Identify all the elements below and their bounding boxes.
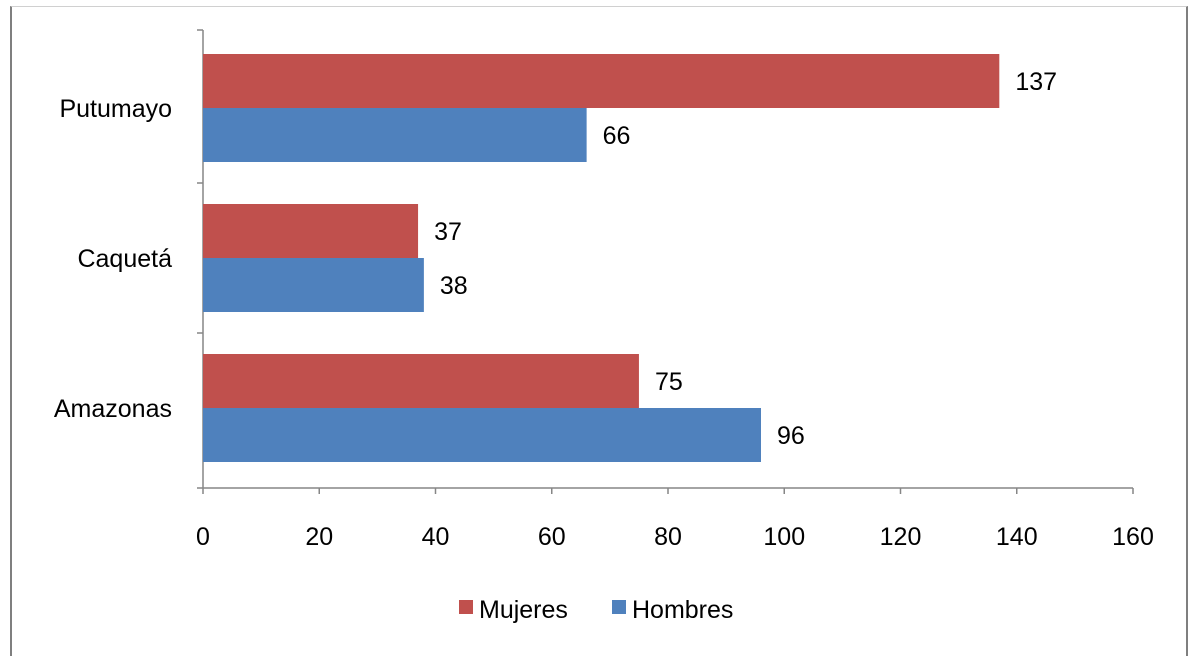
bar-hombres [203, 258, 424, 312]
category-label: Caquetá [77, 245, 172, 273]
data-label: 37 [434, 218, 462, 246]
legend-swatch-mujeres [459, 600, 473, 614]
x-tick-label: 60 [538, 523, 566, 551]
x-tick-label: 100 [763, 523, 805, 551]
legend-swatch-hombres [612, 600, 626, 614]
bar-mujeres [203, 54, 999, 108]
bar-mujeres [203, 204, 418, 258]
data-label: 75 [655, 368, 683, 396]
data-label: 137 [1015, 68, 1057, 96]
x-tick-label: 140 [996, 523, 1038, 551]
x-tick-label: 160 [1112, 523, 1154, 551]
x-tick-label: 40 [422, 523, 450, 551]
category-label: Amazonas [54, 395, 172, 423]
data-label: 66 [603, 122, 631, 150]
legend-label-mujeres: Mujeres [479, 596, 568, 624]
bar-hombres [203, 108, 587, 162]
x-tick-label: 20 [305, 523, 333, 551]
data-label: 96 [777, 422, 805, 450]
bar-hombres [203, 408, 761, 462]
x-tick-label: 0 [196, 523, 210, 551]
x-tick-label: 80 [654, 523, 682, 551]
x-tick-label: 120 [880, 523, 922, 551]
bar-mujeres [203, 354, 639, 408]
data-label: 38 [440, 272, 468, 300]
category-label: Putumayo [59, 95, 172, 123]
legend-label-hombres: Hombres [632, 596, 733, 624]
